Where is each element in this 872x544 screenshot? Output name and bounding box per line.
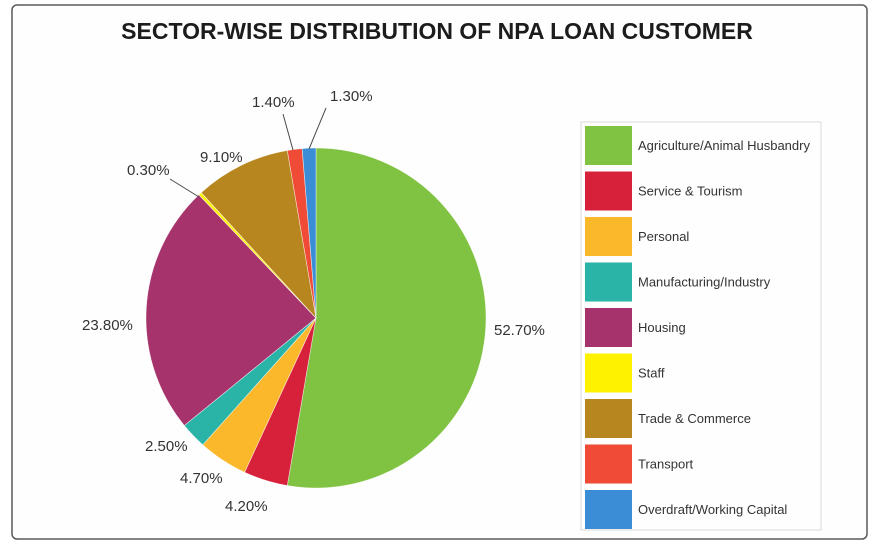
legend-label-trade-commerce: Trade & Commerce [638,411,751,426]
legend-label-housing: Housing [638,320,686,335]
legend-label-personal: Personal [638,229,689,244]
pie-slice-trade-commerce [200,150,317,319]
leader-line-staff [169,178,200,198]
legend-label-staff: Staff [638,366,665,381]
legend-label-transport: Transport [638,457,694,472]
legend-item-agriculture-animal-husbandry: Agriculture/Animal Husbandry [585,126,810,165]
legend-swatch-staff [585,353,632,393]
legend-label-manufacturing-industry: Manufacturing/Industry [638,275,771,290]
legend-label-agriculture-animal-husbandry: Agriculture/Animal Husbandry [638,138,810,153]
legend-swatch-transport [585,444,632,484]
legend-swatch-manufacturing-industry [585,262,632,302]
leader-line-transport [282,113,294,151]
legend-swatch-housing [585,308,632,347]
legend-item-trade-commerce: Trade & Commerce [585,399,751,438]
chart-title: SECTOR-WISE DISTRIBUTION OF NPA LOAN CUS… [121,18,753,44]
data-label-service-tourism: 4.20% [225,498,268,515]
legend-item-service-tourism: Service & Tourism [585,171,743,211]
legend-item-transport: Transport [585,444,694,484]
legend-item-manufacturing-industry: Manufacturing/Industry [585,262,771,302]
legend-item-overdraft-working-capital: Overdraft/Working Capital [585,490,787,529]
leader-lines [169,107,327,198]
data-labels: 52.70% 4.20% 4.70% 2.50% 23.80% 0.30% 9.… [82,88,545,515]
data-label-agriculture-animal-husbandry: 52.70% [494,322,545,339]
legend-swatch-personal [585,217,632,256]
legend-item-housing: Housing [585,308,686,347]
pie-slice-housing [145,194,317,426]
pie-slices [145,147,487,489]
legend-item-staff: Staff [585,353,665,393]
legend-frame [580,121,822,531]
leader-line-overdraft [308,107,327,150]
legend: Agriculture/Animal Husbandry Service & T… [580,121,822,531]
data-label-trade-commerce: 9.10% [200,149,243,166]
data-label-staff: 0.30% [127,162,170,179]
legend-swatch-trade-commerce [585,399,632,438]
legend-item-personal: Personal [585,217,689,256]
legend-swatch-service-tourism [585,171,632,211]
data-label-overdraft-working-capital: 1.30% [330,88,373,105]
data-label-transport: 1.40% [252,94,295,111]
legend-label-service-tourism: Service & Tourism [638,184,743,199]
pie-slice-agriculture-animal-husbandry [287,147,487,489]
data-label-personal: 4.70% [180,470,223,487]
legend-label-overdraft-working-capital: Overdraft/Working Capital [638,502,787,517]
legend-swatch-overdraft-working-capital [585,490,632,529]
data-label-manufacturing-industry: 2.50% [145,438,188,455]
data-label-housing: 23.80% [82,317,133,334]
legend-swatch-agriculture-animal-husbandry [585,126,632,165]
